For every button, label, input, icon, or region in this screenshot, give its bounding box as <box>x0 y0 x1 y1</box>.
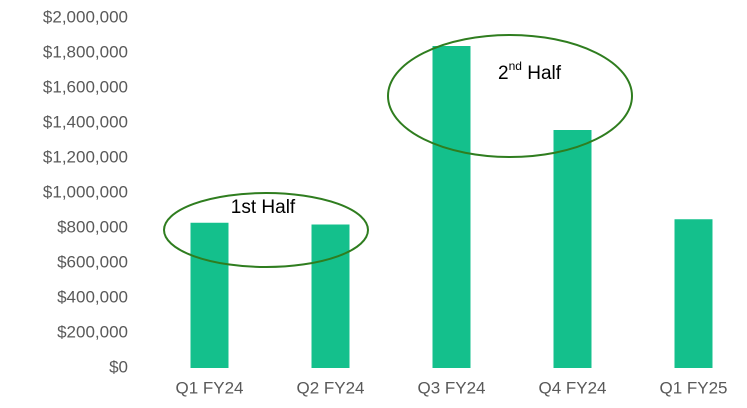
y-tick-label: $400,000 <box>57 287 128 306</box>
bar <box>311 224 350 368</box>
bar <box>553 130 592 368</box>
y-tick-label: $600,000 <box>57 252 128 271</box>
y-tick-label: $1,000,000 <box>43 182 128 201</box>
bar <box>674 219 713 368</box>
y-tick-label: $1,800,000 <box>43 42 128 61</box>
first-half-ellipse <box>163 192 369 268</box>
plot: $0 $200,000 $400,000 $600,000 $800,000 $1,000… <box>43 7 728 397</box>
x-tick-label: Q1 FY25 <box>659 378 727 397</box>
annotation: 1st Half <box>231 197 296 218</box>
second-half-ellipse <box>387 34 633 158</box>
y-tick-label: $1,400,000 <box>43 112 128 131</box>
annotation-rest: Half <box>522 63 562 84</box>
annotation-base: 2 <box>498 63 509 84</box>
y-tick-label: $0 <box>109 357 128 376</box>
x-tick-label: Q1 FY24 <box>175 378 243 397</box>
y-tick-label: $200,000 <box>57 322 128 341</box>
y-tick-label: $1,600,000 <box>43 77 128 96</box>
y-tick-label: $2,000,000 <box>43 7 128 26</box>
annotation-sup: nd <box>509 59 522 73</box>
bar <box>190 222 229 368</box>
annotation: 2nd Half <box>498 59 562 84</box>
x-tick-label: Q2 FY24 <box>296 378 364 397</box>
y-tick-label: $1,200,000 <box>43 147 128 166</box>
bar <box>432 46 471 368</box>
x-tick-label: Q4 FY24 <box>538 378 606 397</box>
y-tick-label: $800,000 <box>57 217 128 236</box>
x-tick-label: Q3 FY24 <box>417 378 485 397</box>
